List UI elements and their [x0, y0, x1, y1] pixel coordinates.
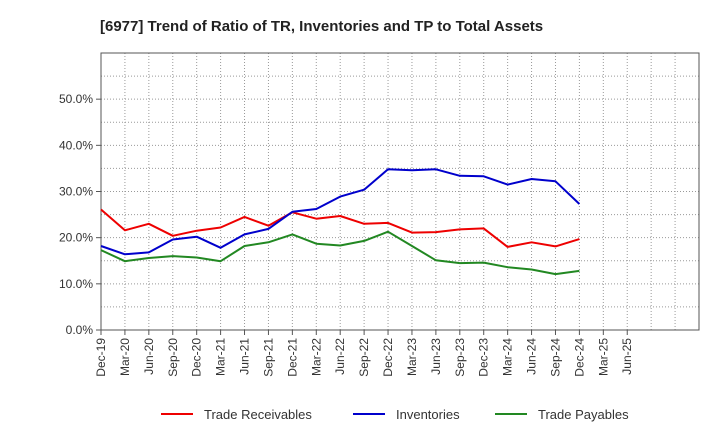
x-tick-label: Dec-19: [94, 338, 108, 377]
x-tick-label: Dec-20: [190, 338, 204, 377]
x-tick-label: Mar-22: [309, 338, 323, 376]
x-tick-label: Dec-24: [572, 338, 586, 377]
y-axis: 0.0% 10.0% 20.0% 30.0% 40.0% 50.0%: [59, 92, 101, 337]
x-tick-label: Jun-23: [429, 338, 443, 375]
x-tick-label: Mar-20: [118, 338, 132, 376]
legend-label-trade-receivables: Trade Receivables: [204, 407, 312, 422]
x-tick-label: Mar-24: [501, 338, 515, 376]
x-tick-label: Sep-21: [261, 338, 275, 377]
chart-title: [6977] Trend of Ratio of TR, Inventories…: [100, 18, 543, 35]
x-tick-label: Dec-23: [477, 338, 491, 377]
y-tick-label: 0.0%: [66, 323, 94, 337]
legend: Trade Receivables Inventories Trade Paya…: [161, 407, 629, 422]
x-tick-label: Mar-25: [596, 338, 610, 376]
y-tick-label: 30.0%: [59, 185, 93, 199]
x-tick-label: Sep-22: [357, 338, 371, 377]
x-tick-label: Jun-20: [142, 338, 156, 375]
x-tick-label: Mar-23: [405, 338, 419, 376]
x-tick-label: Jun-21: [238, 338, 252, 375]
y-tick-label: 40.0%: [59, 138, 93, 152]
x-tick-label: Jun-25: [620, 338, 634, 375]
x-tick-label: Dec-22: [381, 338, 395, 377]
legend-label-trade-payables: Trade Payables: [538, 407, 629, 422]
x-tick-label: Sep-20: [166, 338, 180, 377]
grid-lines: [101, 53, 699, 330]
y-tick-label: 50.0%: [59, 92, 93, 106]
y-tick-label: 20.0%: [59, 231, 93, 245]
series-line-inventories: [100, 168, 581, 256]
legend-label-inventories: Inventories: [396, 407, 460, 422]
x-tick-label: Sep-23: [453, 338, 467, 377]
series-line-trade-receivables: [100, 208, 580, 248]
legend-item-trade-payables: Trade Payables: [495, 407, 629, 422]
x-tick-label: Dec-21: [285, 338, 299, 377]
legend-item-trade-receivables: Trade Receivables: [161, 407, 312, 422]
legend-item-inventories: Inventories: [353, 407, 460, 422]
series-lines: [100, 168, 581, 276]
y-tick-label: 10.0%: [59, 277, 93, 291]
series-line-trade-payables: [100, 230, 580, 276]
x-tick-label: Mar-21: [214, 338, 228, 376]
x-tick-label: Jun-22: [333, 338, 347, 375]
x-axis: Dec-19 Mar-20 Jun-20 Sep-20 Dec-20 Mar-21 Jun-…: [94, 330, 634, 377]
plot-area-frame: [100, 52, 700, 331]
x-tick-label: Sep-24: [548, 338, 562, 377]
x-tick-label: Jun-24: [525, 338, 539, 375]
